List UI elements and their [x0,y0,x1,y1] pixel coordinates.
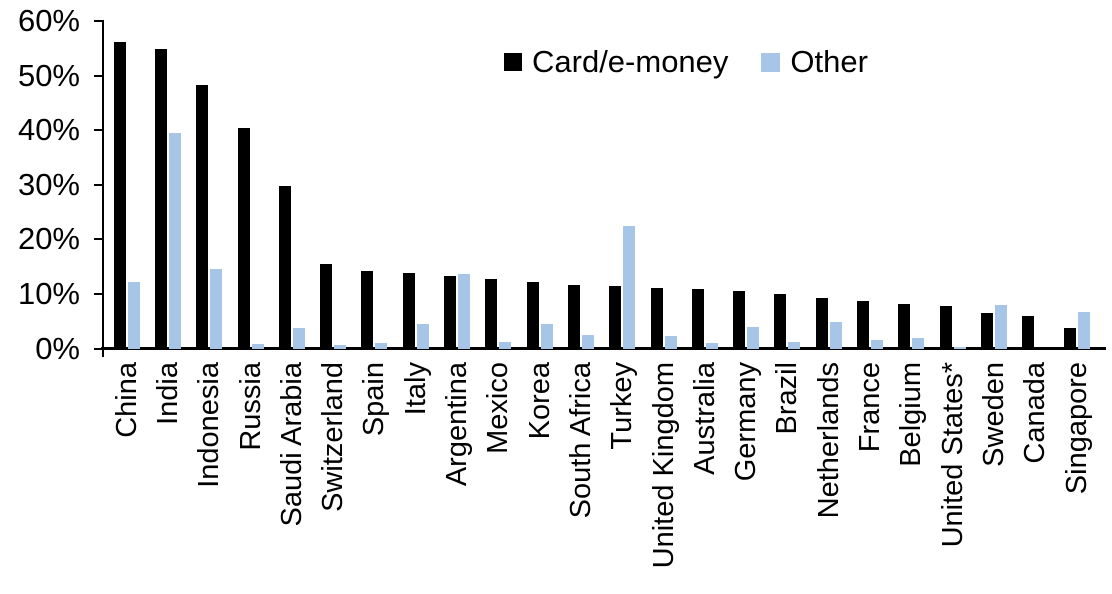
bar-card-e-money-united-states [939,305,952,349]
bar-card-e-money-switzerland [320,263,333,349]
bar-card-e-money-united-kingdom [650,288,663,349]
y-axis-tick [94,19,103,22]
bar-card-e-money-russia [237,128,250,349]
x-axis-label-argentina: Argentina [441,362,474,487]
legend-swatch-card-e-money [504,53,522,71]
x-axis-label-china: China [110,362,143,438]
x-axis-label-south-africa: South Africa [564,362,597,519]
bar-card-e-money-indonesia [196,84,209,349]
bar-card-e-money-argentina [444,275,457,349]
bar-card-e-money-china [113,42,126,349]
bar-other-china [127,281,140,349]
bar-card-e-money-mexico [485,278,498,349]
x-axis-label-mexico: Mexico [482,362,515,454]
x-axis-line [101,347,1106,350]
x-axis-label-canada: Canada [1019,362,1052,464]
bar-card-e-money-spain [361,270,374,349]
x-axis-label-brazil: Brazil [771,362,804,435]
bar-other-mexico [499,341,512,349]
x-axis-label-switzerland: Switzerland [317,362,350,512]
x-axis-label-saudi-arabia: Saudi Arabia [275,362,308,527]
y-axis-tick-label: 40% [17,112,80,148]
bar-card-e-money-sweden [980,312,993,349]
bar-card-e-money-turkey [609,285,622,349]
x-axis-origin-tick [102,350,104,357]
bar-other-india [168,132,181,349]
bar-other-turkey [623,226,636,349]
bar-card-e-money-brazil [774,294,787,349]
y-axis-tick [94,74,103,77]
x-axis-label-united-states: United States* [936,362,969,548]
bar-card-e-money-belgium [898,304,911,349]
bar-card-e-money-germany [733,290,746,349]
bar-other-united-kingdom [664,335,677,349]
y-axis-tick-label: 30% [17,166,80,202]
bar-card-e-money-netherlands [815,298,828,349]
bar-other-brazil [788,341,801,349]
bar-other-france [871,340,884,349]
y-axis-tick [94,183,103,186]
bar-other-russia [251,343,264,349]
x-axis-label-germany: Germany [730,362,763,482]
y-axis-tick-label: 60% [17,2,80,38]
x-axis-label-russia: Russia [234,362,267,451]
bar-other-spain [375,342,388,349]
y-axis-tick [94,129,103,132]
bar-card-e-money-canada [1022,316,1035,349]
x-axis-label-singapore: Singapore [1060,362,1093,495]
legend-label-card-e-money: Card/e-money [532,44,729,79]
bar-card-e-money-australia [691,289,704,349]
bar-card-e-money-singapore [1063,327,1076,349]
bar-card-e-money-france [857,300,870,349]
y-axis-tick-label: 10% [17,275,80,311]
x-axis-label-sweden: Sweden [977,362,1010,467]
bar-other-belgium [912,337,925,349]
bar-other-indonesia [210,269,223,349]
y-axis-tick-label: 20% [17,221,80,257]
x-axis-label-spain: Spain [358,362,391,437]
bar-other-united-states [953,347,966,349]
x-axis-label-italy: Italy [399,362,432,416]
x-axis-label-indonesia: Indonesia [193,362,226,488]
bar-other-netherlands [829,322,842,349]
legend-swatch-other [761,52,781,72]
y-axis-tick-label: 50% [17,57,80,93]
x-axis-label-turkey: Turkey [606,362,639,450]
x-axis-label-india: India [151,362,184,425]
bar-other-saudi-arabia [292,327,305,349]
y-axis-tick [94,238,103,241]
bar-other-australia [705,342,718,349]
y-axis-tick [94,347,103,350]
bar-other-singapore [1077,312,1090,349]
bar-other-sweden [994,304,1007,349]
legend: Card/e-money Other [504,44,868,80]
legend-label-other: Other [790,44,868,79]
bar-card-e-money-india [154,48,167,349]
bar-other-italy [416,323,429,349]
bar-card-e-money-saudi-arabia [278,186,291,349]
bar-other-korea [540,323,553,349]
x-axis-label-korea: Korea [523,362,556,440]
bar-card-e-money-korea [526,282,539,349]
bar-other-argentina [458,274,471,349]
x-axis-label-australia: Australia [688,362,721,475]
bar-card-e-money-italy [402,272,415,349]
bar-card-e-money-south-africa [567,285,580,349]
bar-other-germany [747,327,760,349]
x-axis-label-united-kingdom: United Kingdom [647,362,680,569]
y-axis-tick [94,292,103,295]
y-axis-tick-label: 0% [35,330,80,366]
x-axis-label-france: France [854,362,887,453]
bar-other-switzerland [334,344,347,349]
x-axis-label-netherlands: Netherlands [812,362,845,519]
bar-other-south-africa [581,335,594,349]
y-axis-line [102,20,104,350]
x-axis-label-belgium: Belgium [895,362,928,467]
